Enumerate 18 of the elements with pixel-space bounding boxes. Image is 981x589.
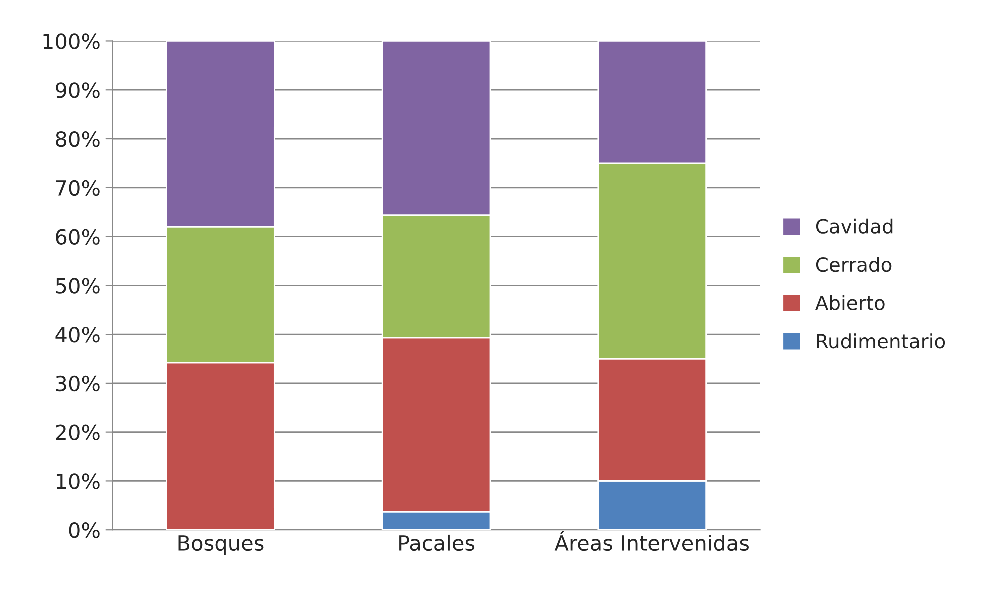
- x-tick-label: Áreas Intervenidas: [554, 532, 749, 552]
- y-tick-label: 20%: [56, 424, 100, 441]
- legend-label: Rudimentario: [817, 334, 946, 349]
- legend-label: Cerrado: [816, 257, 892, 272]
- x-tick-label: Pacales: [400, 534, 475, 552]
- y-tick-label: 40%: [56, 327, 100, 343]
- y-tick-label: 100%: [44, 34, 100, 50]
- y-tick-label: 0%: [69, 522, 100, 538]
- legend-label: Cavidad: [816, 218, 893, 234]
- y-tick-label: 10%: [56, 474, 100, 490]
- y-tick-label: 60%: [56, 229, 100, 245]
- y-tick-label: 50%: [56, 278, 100, 294]
- y-tick-label: 90%: [56, 82, 100, 98]
- y-tick-label: 80%: [56, 131, 100, 148]
- legend-label: Abierto: [816, 295, 885, 310]
- y-tick-label: 30%: [56, 376, 100, 392]
- y-tick-label: 70%: [56, 180, 100, 196]
- x-tick-label: Bosques: [178, 536, 264, 556]
